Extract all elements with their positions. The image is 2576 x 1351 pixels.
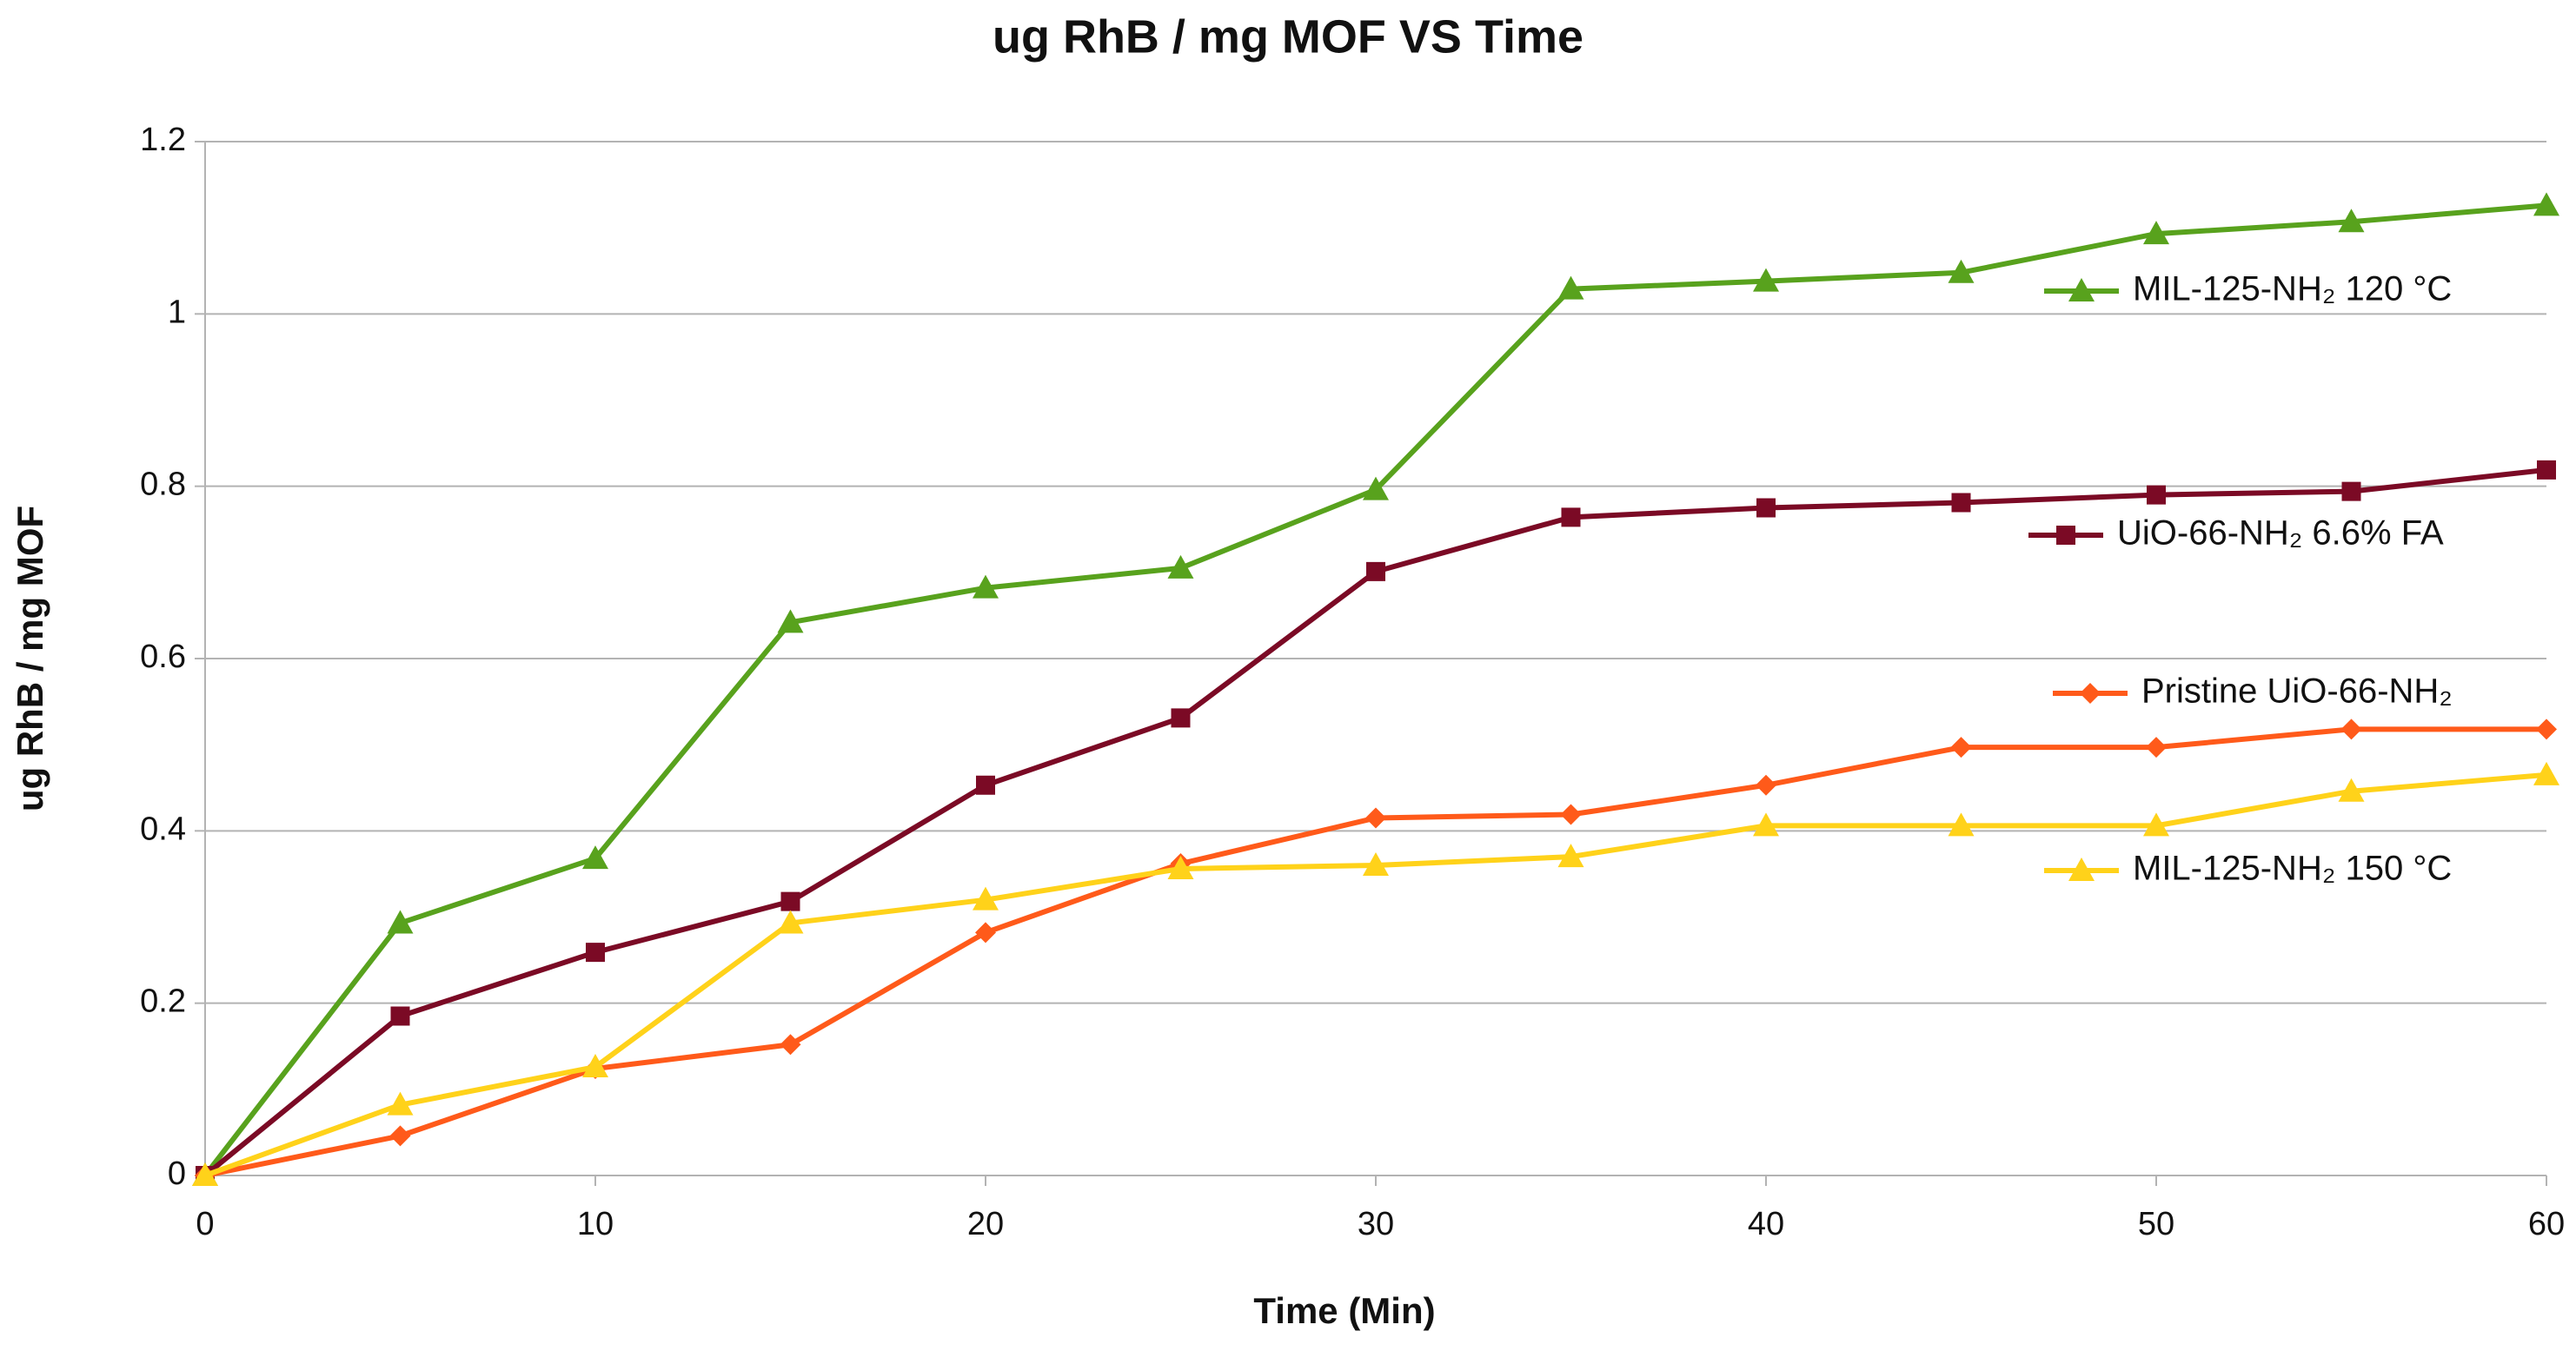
marker <box>1756 774 1776 796</box>
marker <box>2338 209 2365 233</box>
marker <box>1167 855 1194 879</box>
marker <box>1171 708 1191 728</box>
marker <box>2340 719 2362 740</box>
marker <box>777 609 804 633</box>
marker <box>1363 852 1389 876</box>
series-line <box>204 726 2546 1178</box>
marker <box>1167 554 1194 579</box>
marker <box>2533 761 2559 785</box>
marker <box>582 845 608 870</box>
x-tick-label: 20 <box>967 1206 1004 1242</box>
marker <box>1753 268 1779 292</box>
marker <box>2143 812 2169 837</box>
marker <box>2341 481 2361 501</box>
x-axis-title: Time (Min) <box>1253 1290 1435 1331</box>
marker <box>1560 804 1582 825</box>
x-tick-label: 10 <box>577 1206 614 1242</box>
marker <box>1756 498 1776 518</box>
y-tick-label: 1 <box>168 294 186 330</box>
legend-label: MIL-125-NH₂ 150 °C <box>2133 850 2452 888</box>
marker <box>2056 526 2075 545</box>
marker <box>2147 485 2166 505</box>
y-tick-label: 1.2 <box>140 122 186 158</box>
marker <box>387 1091 414 1116</box>
x-tick-label: 30 <box>1358 1206 1394 1242</box>
marker <box>192 1162 218 1186</box>
x-tick-label: 60 <box>2528 1206 2565 1242</box>
series-line <box>203 772 2547 1178</box>
marker <box>2338 778 2365 802</box>
x-tick-label: 0 <box>196 1206 214 1242</box>
marker <box>390 1006 410 1026</box>
marker <box>973 886 999 911</box>
y-tick-label: 0.8 <box>140 467 186 503</box>
marker <box>973 574 999 599</box>
marker <box>1366 561 1385 581</box>
y-tick-label: 0.6 <box>140 639 186 675</box>
marker <box>1557 275 1584 300</box>
marker <box>2536 719 2557 740</box>
marker <box>1365 807 1386 829</box>
y-tick-label: 0.2 <box>140 983 186 1020</box>
y-axis-title: ug RhB / mg MOF <box>10 506 50 811</box>
marker <box>2068 858 2095 881</box>
marker <box>582 1054 608 1078</box>
marker <box>1557 844 1584 868</box>
marker <box>976 775 995 795</box>
marker <box>1951 493 1971 513</box>
marker <box>1561 507 1581 527</box>
chart-title: ug RhB / mg MOF VS Time <box>993 10 1583 63</box>
legend-label: MIL-125-NH₂ 120 °C <box>2133 270 2452 308</box>
marker <box>2068 278 2095 301</box>
y-tick-label: 0.4 <box>140 811 186 847</box>
marker <box>780 1034 801 1056</box>
marker <box>2537 460 2556 480</box>
marker <box>2533 192 2559 216</box>
marker <box>1948 259 1975 283</box>
marker <box>2143 221 2169 245</box>
legend-label: UiO-66-NH₂ 6.6% FA <box>2117 514 2444 553</box>
marker <box>975 922 996 944</box>
x-tick-label: 40 <box>1748 1206 1784 1242</box>
marker <box>1753 812 1779 837</box>
marker <box>586 943 605 963</box>
marker <box>387 910 414 934</box>
marker <box>2080 683 2101 704</box>
marker <box>389 1125 411 1147</box>
marker <box>1950 737 1972 758</box>
marker <box>1948 812 1975 837</box>
marker <box>777 910 804 934</box>
marker <box>1363 476 1389 500</box>
marker <box>2146 737 2167 758</box>
x-tick-label: 50 <box>2138 1206 2174 1242</box>
marker <box>780 891 800 911</box>
y-tick-label: 0 <box>168 1156 186 1192</box>
legend-label: Pristine UiO-66-NH₂ <box>2141 672 2453 711</box>
